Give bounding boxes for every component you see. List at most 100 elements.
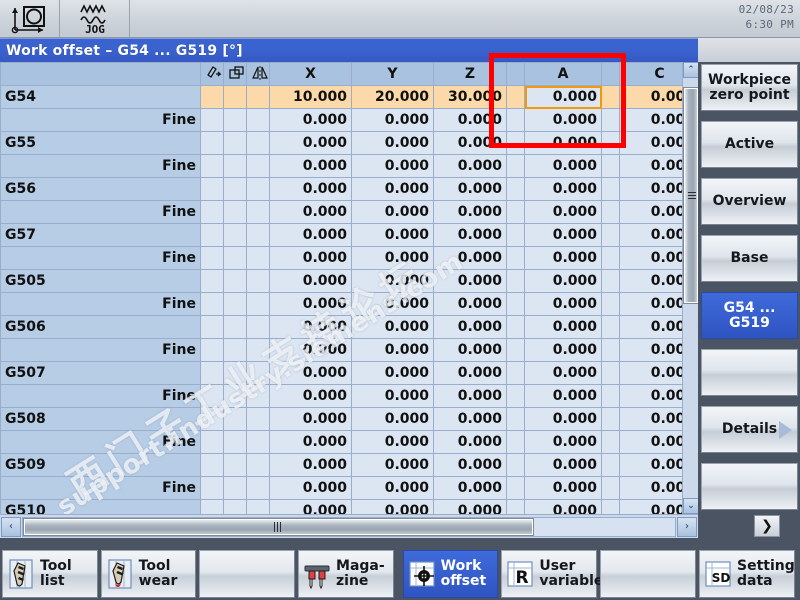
- cell-x[interactable]: 0.000: [269, 108, 352, 132]
- cell-a[interactable]: 0.000: [524, 476, 602, 500]
- cell-x[interactable]: 0.000: [269, 200, 352, 224]
- cell-mirror[interactable]: [246, 269, 270, 293]
- softkey-horizontal-7[interactable]: SD Setting data: [699, 550, 796, 598]
- column-header-z[interactable]: Z: [433, 62, 507, 86]
- cell-x[interactable]: 0.000: [269, 269, 352, 293]
- cell-c[interactable]: 0.000: [619, 131, 698, 155]
- cell-y[interactable]: 0.000: [351, 200, 434, 224]
- table-row[interactable]: Fine 0.000 0.000 0.000 0.000 0.000: [0, 384, 698, 408]
- cell-a[interactable]: 0.000: [524, 131, 602, 155]
- cell-a[interactable]: 0.000: [524, 315, 602, 339]
- cell-scale[interactable]: [223, 177, 247, 201]
- cell-x[interactable]: 0.000: [269, 154, 352, 178]
- cell-mirror[interactable]: [246, 453, 270, 477]
- cell-mirror[interactable]: [246, 177, 270, 201]
- cell-z[interactable]: 0.000: [433, 269, 507, 293]
- cell-x[interactable]: 0.000: [269, 430, 352, 454]
- cell-z[interactable]: 0.000: [433, 453, 507, 477]
- softkey-horizontal-5[interactable]: R User variable: [501, 550, 603, 598]
- table-row[interactable]: G56 0.000 0.000 0.000 0.000 0.000: [0, 177, 698, 201]
- cell-scale[interactable]: [223, 85, 247, 109]
- table-row[interactable]: Fine 0.000 0.000 0.000 0.000 0.000: [0, 246, 698, 270]
- cell-scale[interactable]: [223, 407, 247, 431]
- cell-z[interactable]: 0.000: [433, 200, 507, 224]
- cell-y[interactable]: 0.000: [351, 430, 434, 454]
- cell-z[interactable]: 30.000: [433, 85, 507, 109]
- cell-a[interactable]: 0.000: [524, 361, 602, 385]
- scale-icon-header[interactable]: [223, 62, 247, 86]
- cell-z[interactable]: 0.000: [433, 315, 507, 339]
- cell-x[interactable]: 0.000: [269, 407, 352, 431]
- next-softkey-button[interactable]: ❯: [754, 515, 780, 537]
- cell-x[interactable]: 0.000: [269, 223, 352, 247]
- cell-mirror[interactable]: [246, 499, 270, 514]
- cell-rot[interactable]: [200, 200, 224, 224]
- softkey-vertical-1[interactable]: Active: [701, 121, 798, 168]
- cell-rot[interactable]: [200, 292, 224, 316]
- cell-y[interactable]: 0.000: [351, 476, 434, 500]
- rotation-icon-header[interactable]: [200, 62, 224, 86]
- cell-mirror[interactable]: [246, 476, 270, 500]
- cell-mirror[interactable]: [246, 154, 270, 178]
- cell-a[interactable]: 0.000: [524, 200, 602, 224]
- cell-a[interactable]: 0.000: [524, 292, 602, 316]
- cell-a[interactable]: 0.000: [524, 338, 602, 362]
- vertical-scroll-thumb[interactable]: [684, 88, 698, 303]
- softkey-horizontal-2[interactable]: [199, 550, 296, 598]
- cell-x[interactable]: 0.000: [269, 315, 352, 339]
- cell-mirror[interactable]: [246, 200, 270, 224]
- cell-mirror[interactable]: [246, 430, 270, 454]
- table-row[interactable]: Fine 0.000 0.000 0.000 0.000 0.000: [0, 154, 698, 178]
- table-row[interactable]: Fine 0.000 0.000 0.000 0.000 0.000: [0, 108, 698, 132]
- cell-rot[interactable]: [200, 246, 224, 270]
- cell-scale[interactable]: [223, 430, 247, 454]
- table-row[interactable]: Fine 0.000 0.000 0.000 0.000 0.000: [0, 292, 698, 316]
- cell-mirror[interactable]: [246, 131, 270, 155]
- column-header-y[interactable]: Y: [351, 62, 434, 86]
- cell-rot[interactable]: [200, 430, 224, 454]
- table-row[interactable]: Fine 0.000 0.000 0.000 0.000 0.000: [0, 200, 698, 224]
- cell-rot[interactable]: [200, 108, 224, 132]
- cell-mirror[interactable]: [246, 246, 270, 270]
- cell-rot[interactable]: [200, 453, 224, 477]
- scroll-down-button[interactable]: ⌄: [683, 498, 699, 514]
- softkey-vertical-4[interactable]: G54 ... G519: [701, 292, 798, 339]
- cell-x[interactable]: 10.000: [269, 85, 352, 109]
- cell-a[interactable]: 0.000: [524, 407, 602, 431]
- cell-rot[interactable]: [200, 315, 224, 339]
- cell-a[interactable]: 0.000: [524, 154, 602, 178]
- softkey-horizontal-1[interactable]: Tool wear: [100, 550, 197, 598]
- vertical-scrollbar[interactable]: ⌃ ⌄: [682, 62, 699, 514]
- table-row[interactable]: G510 0.000 0.000 0.000 0.000 0.000: [0, 499, 698, 514]
- cell-rot[interactable]: [200, 269, 224, 293]
- cell-z[interactable]: 0.000: [433, 361, 507, 385]
- horizontal-scroll-track[interactable]: [22, 516, 676, 537]
- cell-y[interactable]: 0.000: [351, 384, 434, 408]
- horizontal-scroll-thumb[interactable]: [24, 518, 533, 535]
- softkey-vertical-0[interactable]: Workpiece zero point: [701, 64, 798, 111]
- cell-y[interactable]: 0.000: [351, 177, 434, 201]
- cell-rot[interactable]: [200, 338, 224, 362]
- cell-y[interactable]: 0.000: [351, 292, 434, 316]
- cell-z[interactable]: 0.000: [433, 246, 507, 270]
- cell-mirror[interactable]: [246, 223, 270, 247]
- scroll-up-button[interactable]: ⌃: [683, 62, 699, 78]
- cell-z[interactable]: 0.000: [433, 407, 507, 431]
- table-row[interactable]: G506 0.000 0.000 0.000 0.000 0.000: [0, 315, 698, 339]
- cell-x[interactable]: 0.000: [269, 338, 352, 362]
- cell-y[interactable]: 0.000: [351, 407, 434, 431]
- cell-rot[interactable]: [200, 384, 224, 408]
- cell-y[interactable]: 0.000: [351, 499, 434, 514]
- table-row[interactable]: G55 0.000 0.000 0.000 0.000 0.000: [0, 131, 698, 155]
- cell-mirror[interactable]: [246, 292, 270, 316]
- cell-y[interactable]: 0.000: [351, 154, 434, 178]
- table-row[interactable]: G508 0.000 0.000 0.000 0.000 0.000: [0, 407, 698, 431]
- cell-x[interactable]: 0.000: [269, 453, 352, 477]
- cell-x[interactable]: 0.000: [269, 292, 352, 316]
- cell-scale[interactable]: [223, 499, 247, 514]
- softkey-horizontal-3[interactable]: Maga- zine: [298, 550, 394, 598]
- cell-z[interactable]: 0.000: [433, 223, 507, 247]
- cell-rot[interactable]: [200, 476, 224, 500]
- cell-a[interactable]: 0.000: [524, 453, 602, 477]
- softkey-horizontal-0[interactable]: Tool list: [2, 550, 98, 598]
